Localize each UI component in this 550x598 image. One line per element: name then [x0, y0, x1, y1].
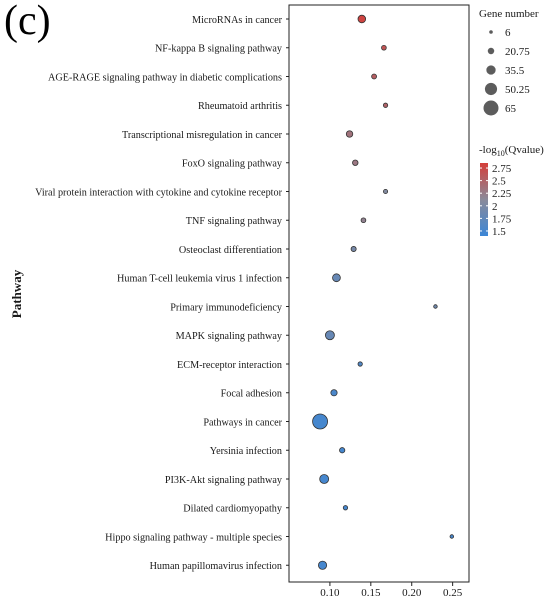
panel-label: (c): [4, 0, 51, 44]
data-point: [345, 130, 354, 138]
pathway-label: Transcriptional misregulation in cancer: [122, 130, 283, 141]
data-point: [357, 361, 363, 367]
data-point: [330, 389, 338, 397]
size-legend-dot: [489, 30, 493, 34]
pathway-label: Viral protein interaction with cytokine …: [35, 187, 283, 198]
pathway-label: Dilated cardiomyopathy: [183, 504, 283, 515]
data-point: [352, 159, 359, 166]
data-point: [342, 505, 349, 511]
data-point: [382, 102, 389, 108]
color-legend-bar: [480, 163, 488, 236]
color-legend-label: 1.5: [492, 226, 506, 238]
pathway-label: ECM-receptor interaction: [177, 360, 282, 371]
pathway-label: Primary immunodeficiency: [170, 302, 283, 313]
data-point: [319, 474, 330, 484]
size-legend-dot: [487, 47, 495, 55]
size-legend-dot: [483, 100, 499, 116]
pathway-label: MicroRNAs in cancer: [192, 15, 283, 26]
data-point: [449, 534, 455, 539]
data-point: [433, 304, 438, 309]
pathway-label: PI3K-Akt signaling pathway: [165, 475, 283, 486]
pathway-label: NF-kappa B signaling pathway: [155, 44, 283, 55]
data-point: [318, 560, 328, 570]
pathway-label: Pathways in cancer: [203, 417, 282, 428]
pathway-label: Human papillomavirus infection: [150, 561, 282, 572]
data-point: [339, 447, 346, 454]
data-point: [325, 330, 335, 341]
size-legend-label: 50.25: [505, 84, 530, 96]
data-point: [312, 413, 328, 430]
x-tick-label: 0.10: [320, 587, 340, 598]
size-legend-dot: [484, 82, 498, 96]
x-tick-label: 0.15: [361, 587, 381, 598]
size-legend-label: 35.5: [505, 65, 525, 77]
data-point: [383, 189, 389, 194]
y-axis-title: Pathway: [9, 269, 24, 318]
size-legend-label: 20.75: [505, 46, 530, 58]
pathway-label: TNF signaling pathway: [186, 216, 283, 227]
data-point: [360, 217, 367, 224]
pathway-label: Hippo signaling pathway - multiple speci…: [105, 532, 282, 543]
pathway-label: Yersinia infection: [210, 446, 282, 457]
color-legend-label: 1.75: [492, 213, 512, 225]
size-legend-label: 65: [505, 103, 517, 115]
x-tick-label: 0.20: [402, 587, 422, 598]
color-legend-label: 2.75: [492, 163, 512, 175]
plot-frame: [288, 4, 470, 583]
color-legend-label: 2.25: [492, 188, 512, 200]
size-legend-label: 6: [505, 27, 511, 39]
pathway-label: MAPK signaling pathway: [176, 331, 283, 342]
size-legend-dot: [486, 65, 496, 75]
data-point: [371, 73, 377, 80]
pathway-label: AGE-RAGE signaling pathway in diabetic c…: [48, 72, 282, 83]
pathway-label: Human T-cell leukemia virus 1 infection: [117, 274, 282, 285]
color-legend-label: 2.5: [492, 176, 506, 188]
color-legend-title: -log10(Qvalue): [479, 144, 544, 158]
size-legend-title: Gene number: [479, 8, 539, 20]
pathway-label: Osteoclast differentiation: [179, 245, 282, 256]
data-point: [381, 44, 387, 51]
data-point: [357, 14, 367, 24]
pathway-label: FoxO signaling pathway: [182, 159, 283, 170]
color-legend-label: 2: [492, 201, 498, 213]
x-tick-label: 0.25: [443, 587, 463, 598]
pathway-label: Focal adhesion: [221, 389, 282, 400]
data-point: [332, 273, 341, 283]
pathway-label: Rheumatoid arthritis: [198, 101, 282, 112]
data-point: [350, 246, 357, 252]
